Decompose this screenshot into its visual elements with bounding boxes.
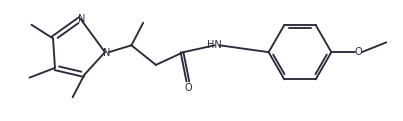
Text: O: O — [185, 83, 192, 93]
Text: O: O — [355, 47, 363, 57]
Text: HN: HN — [208, 40, 222, 50]
Text: N: N — [103, 48, 110, 58]
Text: N: N — [78, 14, 85, 24]
